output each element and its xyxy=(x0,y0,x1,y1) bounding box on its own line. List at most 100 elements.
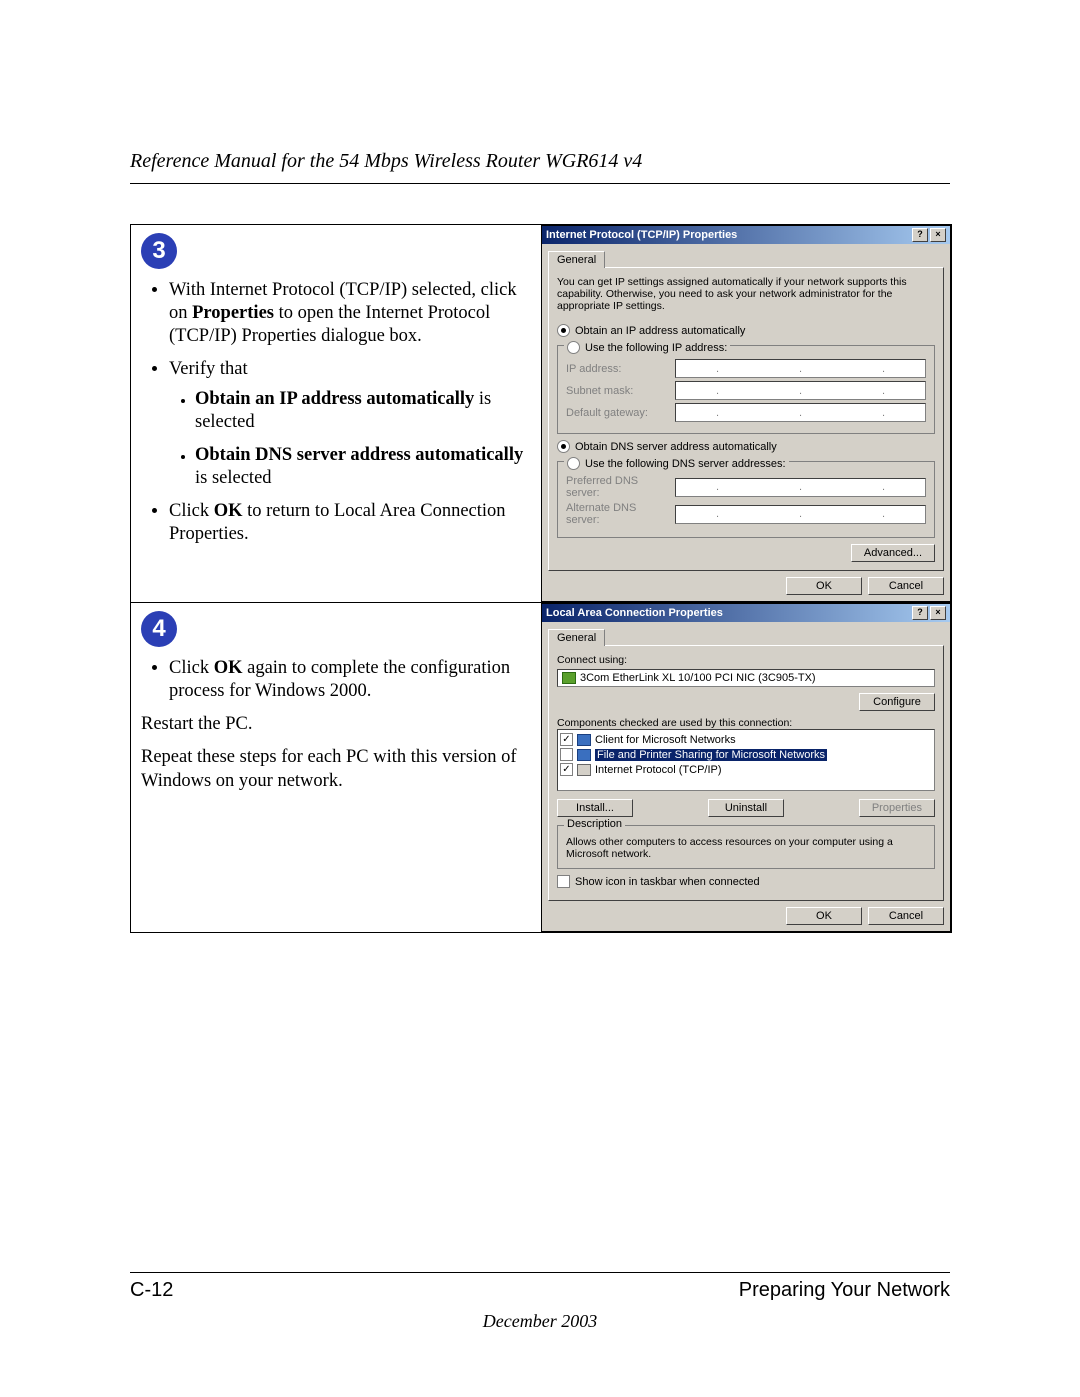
components-listbox[interactable]: Client for Microsoft Networks File and P… xyxy=(557,729,935,791)
default-gateway-input[interactable]: ... xyxy=(675,403,926,422)
close-icon[interactable]: × xyxy=(930,606,946,620)
step-row-4: 4 Click OK again to complete the configu… xyxy=(131,602,951,932)
lan-tabstrip: General xyxy=(548,628,944,645)
step3-text-cell: 3 With Internet Protocol (TCP/IP) select… xyxy=(131,225,541,602)
ok-button[interactable]: OK xyxy=(786,907,862,925)
checkbox-icon[interactable] xyxy=(560,748,573,761)
step3-screenshot-cell: Internet Protocol (TCP/IP) Properties ? … xyxy=(541,225,951,602)
tcpip-body: General You can get IP settings assigned… xyxy=(542,244,950,601)
close-icon[interactable]: × xyxy=(930,228,946,242)
connect-using-label: Connect using: xyxy=(557,654,935,666)
lan-title: Local Area Connection Properties xyxy=(546,607,723,619)
lan-button-row: OK Cancel xyxy=(548,907,944,925)
checkbox-icon[interactable] xyxy=(557,875,570,888)
cancel-button[interactable]: Cancel xyxy=(868,907,944,925)
properties-button[interactable]: Properties xyxy=(859,799,935,817)
help-icon[interactable]: ? xyxy=(912,228,928,242)
field-ip-address: IP address: ... xyxy=(566,359,926,378)
footer-section-title: Preparing Your Network xyxy=(739,1279,950,1302)
step4-screenshot-cell: Local Area Connection Properties ? × Gen… xyxy=(541,603,951,932)
step4-plain2: Repeat these steps for each PC with this… xyxy=(141,746,531,792)
page: Reference Manual for the 54 Mbps Wireles… xyxy=(0,0,1080,1397)
lan-tab-panel: Connect using: 3Com EtherLink XL 10/100 … xyxy=(548,645,944,901)
group-static-ip: Use the following IP address: IP address… xyxy=(557,345,935,434)
field-preferred-dns: Preferred DNS server: ... xyxy=(566,475,926,499)
advanced-button[interactable]: Advanced... xyxy=(851,544,935,562)
ip-address-input[interactable]: ... xyxy=(675,359,926,378)
nic-icon xyxy=(562,672,576,684)
footer-date: December 2003 xyxy=(0,1311,1080,1332)
tcpip-sysicons: ? × xyxy=(912,228,946,242)
component-client[interactable]: Client for Microsoft Networks xyxy=(560,732,932,747)
tcpip-tab-panel: You can get IP settings assigned automat… xyxy=(548,267,944,571)
lan-titlebar: Local Area Connection Properties ? × xyxy=(542,604,950,622)
protocol-icon xyxy=(577,764,591,776)
component-file-printer-sharing[interactable]: File and Printer Sharing for Microsoft N… xyxy=(560,747,932,762)
footer-page-number: C-12 xyxy=(130,1279,173,1302)
tab-general[interactable]: General xyxy=(548,251,605,268)
tcpip-button-row: OK Cancel xyxy=(548,577,944,595)
cancel-button[interactable]: Cancel xyxy=(868,577,944,595)
tab-general[interactable]: General xyxy=(548,629,605,646)
tcpip-advanced-row: Advanced... xyxy=(557,544,935,562)
checkbox-icon[interactable] xyxy=(560,733,573,746)
tcpip-properties-dialog: Internet Protocol (TCP/IP) Properties ? … xyxy=(541,225,951,602)
nic-name: 3Com EtherLink XL 10/100 PCI NIC (3C905-… xyxy=(580,672,816,684)
tcpip-intro-text: You can get IP settings assigned automat… xyxy=(557,276,935,312)
description-text: Allows other computers to access resourc… xyxy=(566,836,926,860)
steps-table: 3 With Internet Protocol (TCP/IP) select… xyxy=(130,224,952,933)
radio-use-following-ip[interactable]: Use the following IP address: xyxy=(564,341,730,354)
tcpip-tabstrip: General xyxy=(548,250,944,267)
description-group: Description Allows other computers to ac… xyxy=(557,825,935,869)
step3-sublist: Obtain an IP address automatically is se… xyxy=(169,388,531,491)
client-icon xyxy=(577,734,591,746)
sharing-icon xyxy=(577,749,591,761)
step3-bullet1: With Internet Protocol (TCP/IP) selected… xyxy=(169,279,531,348)
step3-sub2: Obtain DNS server address automatically … xyxy=(195,444,531,490)
step-number-4: 4 xyxy=(141,611,177,647)
preferred-dns-input[interactable]: ... xyxy=(675,478,926,497)
component-tcpip[interactable]: Internet Protocol (TCP/IP) xyxy=(560,762,932,777)
description-legend: Description xyxy=(564,818,625,830)
page-footer: C-12 Preparing Your Network xyxy=(130,1272,950,1302)
configure-row: Configure xyxy=(557,693,935,711)
radio-obtain-dns-auto[interactable]: Obtain DNS server address automatically xyxy=(557,440,935,453)
step3-bullet2: Verify that Obtain an IP address automat… xyxy=(169,358,531,490)
ok-button[interactable]: OK xyxy=(786,577,862,595)
step4-list: Click OK again to complete the configura… xyxy=(141,657,531,703)
step-number-3: 3 xyxy=(141,233,177,269)
install-button[interactable]: Install... xyxy=(557,799,633,817)
radio-icon xyxy=(557,440,570,453)
step-row-3: 3 With Internet Protocol (TCP/IP) select… xyxy=(131,225,951,602)
lan-body: General Connect using: 3Com EtherLink XL… xyxy=(542,622,950,931)
radio-obtain-ip-auto[interactable]: Obtain an IP address automatically xyxy=(557,324,935,337)
group-static-dns: Use the following DNS server addresses: … xyxy=(557,461,935,538)
radio-icon xyxy=(567,457,580,470)
page-header-title: Reference Manual for the 54 Mbps Wireles… xyxy=(130,150,950,184)
lan-sysicons: ? × xyxy=(912,606,946,620)
step3-bullet3: Click OK to return to Local Area Connect… xyxy=(169,500,531,546)
alternate-dns-input[interactable]: ... xyxy=(675,505,926,524)
nic-field: 3Com EtherLink XL 10/100 PCI NIC (3C905-… xyxy=(557,669,935,687)
step4-plain1: Restart the PC. xyxy=(141,713,531,736)
step4-text-cell: 4 Click OK again to complete the configu… xyxy=(131,603,541,932)
step3-sub1: Obtain an IP address automatically is se… xyxy=(195,388,531,434)
lan-properties-dialog: Local Area Connection Properties ? × Gen… xyxy=(541,603,951,932)
tcpip-titlebar: Internet Protocol (TCP/IP) Properties ? … xyxy=(542,226,950,244)
uninstall-button[interactable]: Uninstall xyxy=(708,799,784,817)
radio-use-following-dns[interactable]: Use the following DNS server addresses: xyxy=(564,457,789,470)
field-alternate-dns: Alternate DNS server: ... xyxy=(566,502,926,526)
step3-list: With Internet Protocol (TCP/IP) selected… xyxy=(141,279,531,546)
radio-icon xyxy=(567,341,580,354)
field-subnet-mask: Subnet mask: ... xyxy=(566,381,926,400)
subnet-mask-input[interactable]: ... xyxy=(675,381,926,400)
show-icon-checkbox-row[interactable]: Show icon in taskbar when connected xyxy=(557,875,935,888)
checkbox-icon[interactable] xyxy=(560,763,573,776)
radio-icon xyxy=(557,324,570,337)
step4-bullet1: Click OK again to complete the configura… xyxy=(169,657,531,703)
help-icon[interactable]: ? xyxy=(912,606,928,620)
component-button-row: Install... Uninstall Properties xyxy=(557,799,935,817)
components-label: Components checked are used by this conn… xyxy=(557,717,935,729)
configure-button[interactable]: Configure xyxy=(859,693,935,711)
field-default-gateway: Default gateway: ... xyxy=(566,403,926,422)
